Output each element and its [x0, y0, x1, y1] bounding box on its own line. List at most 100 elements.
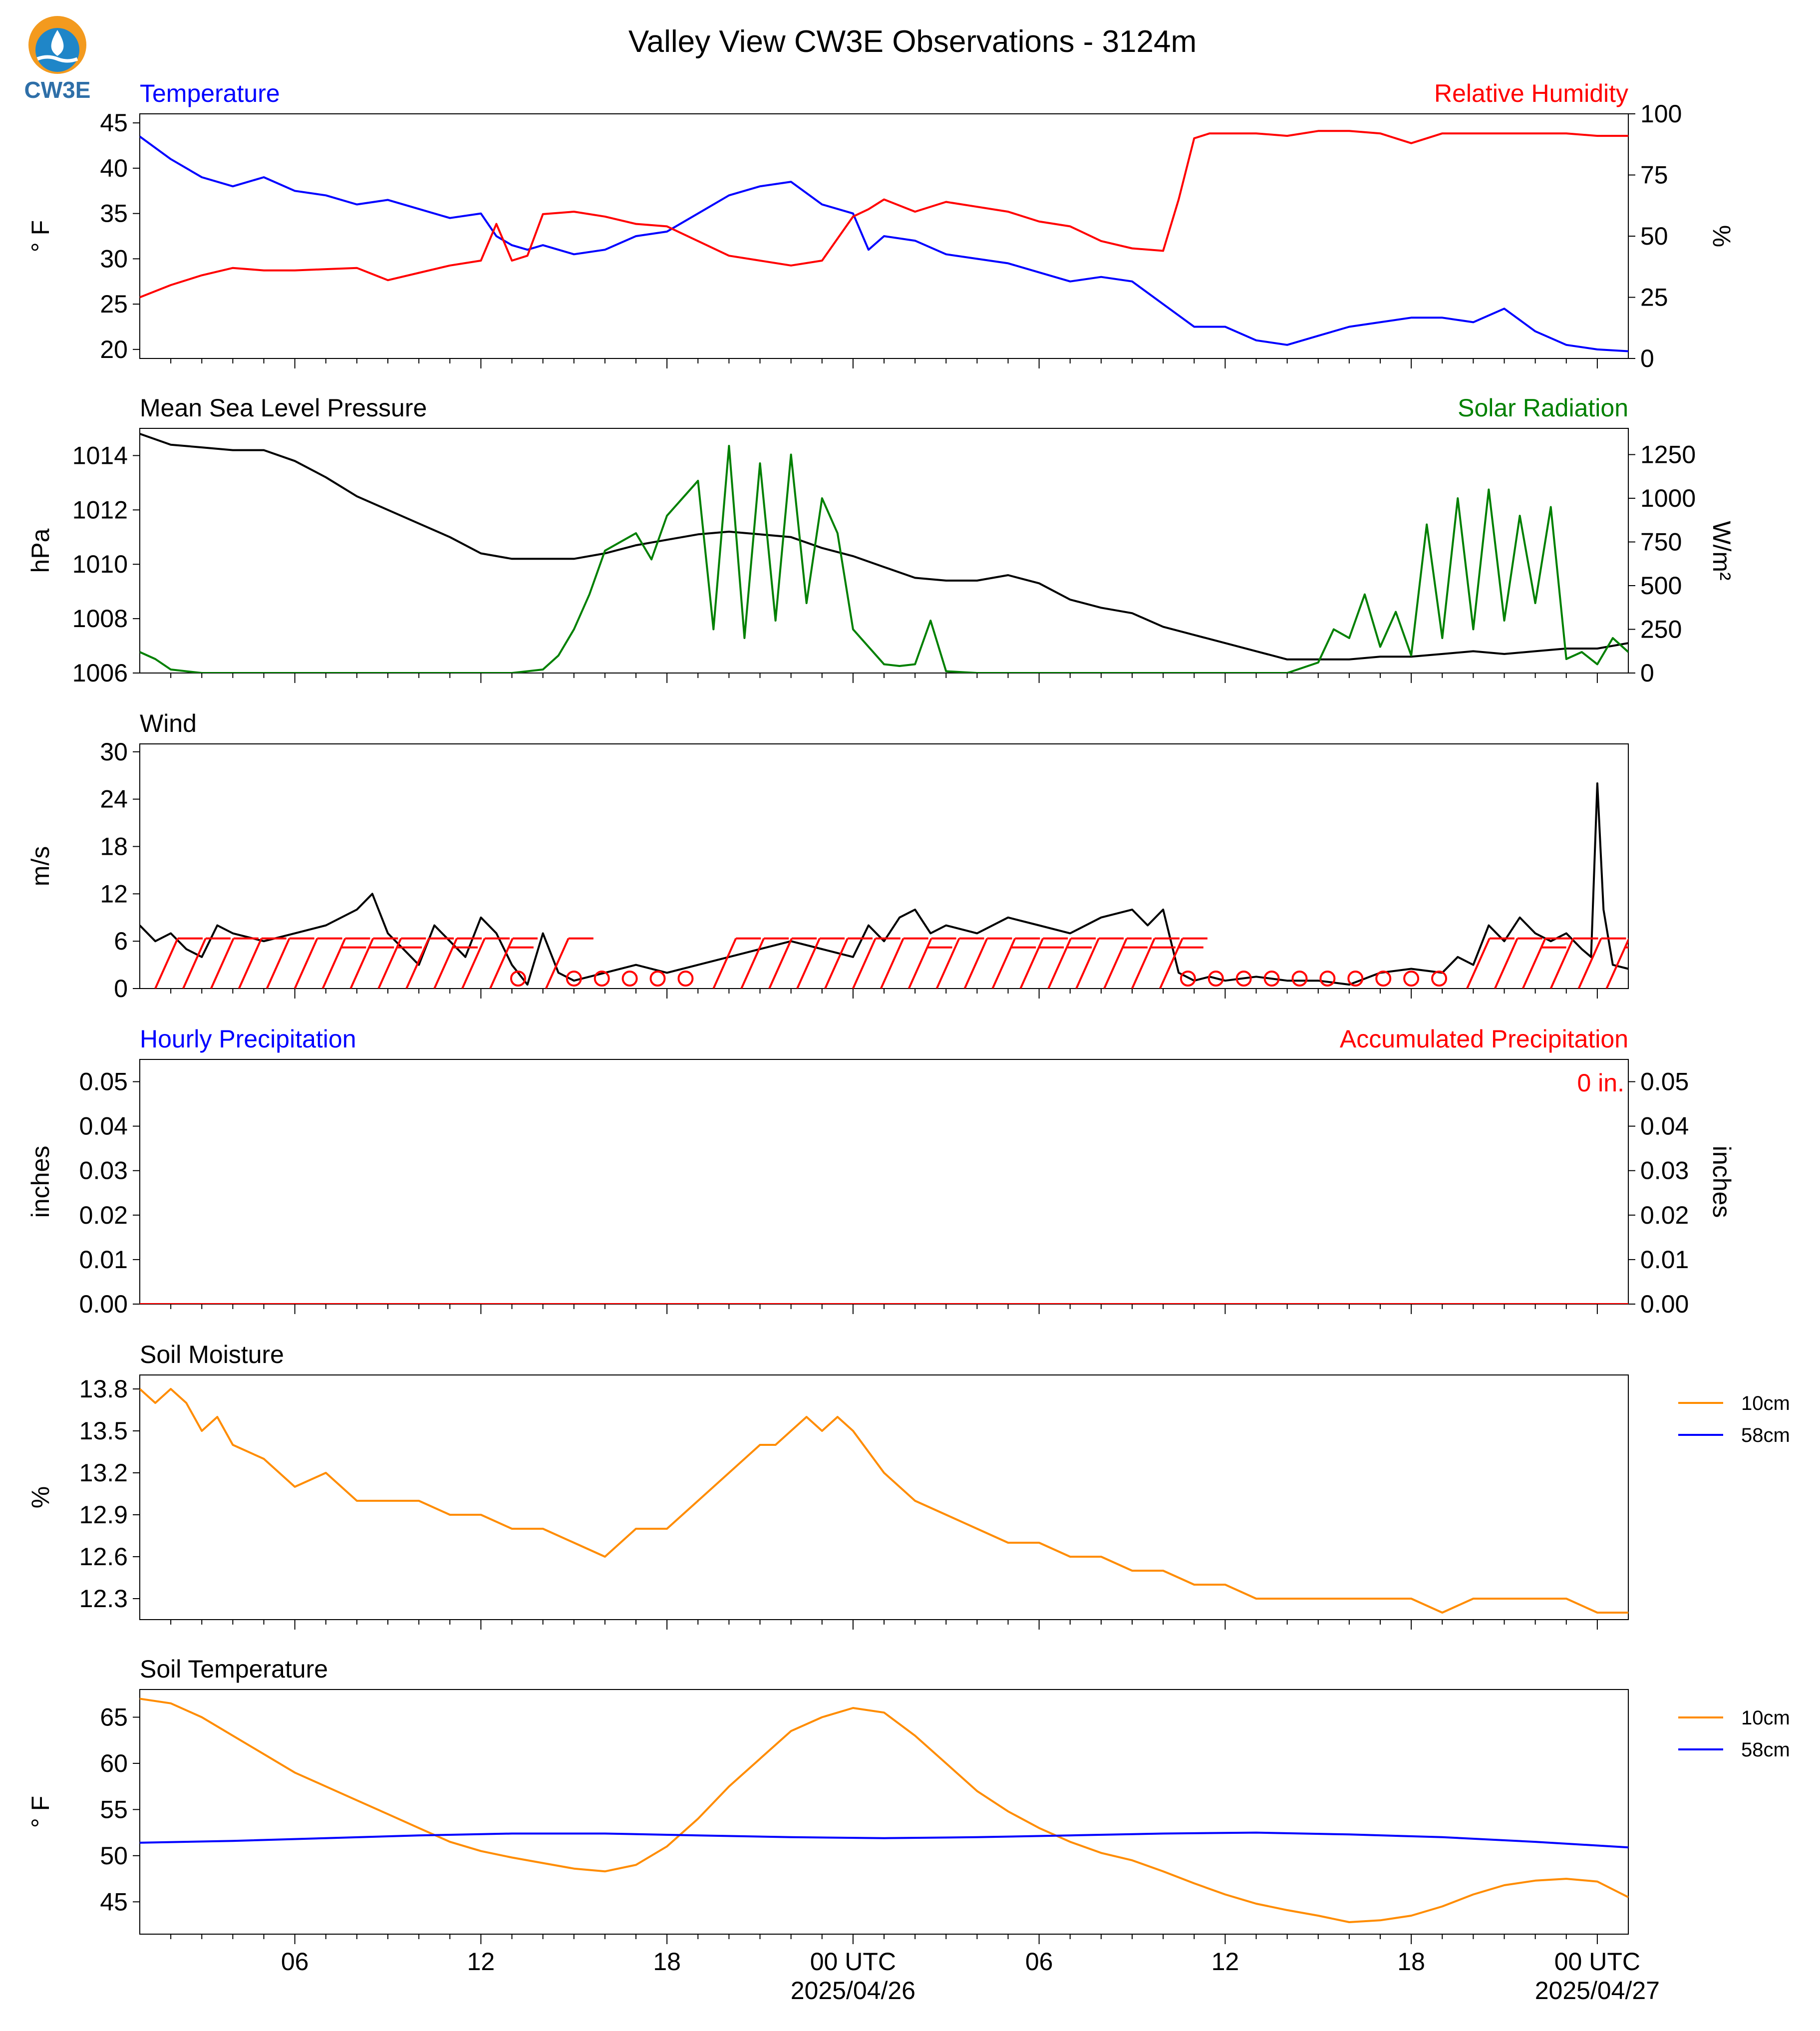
panel-1-series-group [140, 433, 1628, 673]
panel-4-ytick-label: 13.2 [79, 1459, 128, 1487]
wind-barb-staff [852, 938, 877, 989]
series-line-temperature [140, 135, 1628, 352]
panel-3-title-left: Hourly Precipitation [140, 1025, 356, 1053]
panel-1-ytick-right-label: 750 [1640, 528, 1682, 556]
legend-label-58cm: 58cm [1741, 1424, 1790, 1446]
panel-3-ytick-right-label: 0.00 [1640, 1290, 1689, 1318]
xtick-label: 12 [1212, 1948, 1239, 1976]
xtick-label: 06 [1025, 1948, 1053, 1976]
series-line-solar-radiation [140, 445, 1628, 673]
panel-5-series-group [140, 1697, 1628, 1923]
panel-0-ytick-label: 45 [100, 109, 128, 137]
wind-barb-calm [1208, 971, 1224, 987]
cw3e-logo: CW3E [24, 16, 91, 103]
panel-1-ytick-label: 1010 [72, 550, 128, 578]
panel-0-ytick-right-label: 25 [1640, 284, 1668, 312]
legend-label-10cm: 10cm [1741, 1392, 1790, 1414]
wind-barb-staff [210, 938, 235, 989]
series-line-58cm [140, 1831, 1628, 1849]
panel-3-ytick-label: 0.03 [79, 1157, 128, 1185]
wind-barb-calm [566, 971, 582, 987]
logo-wave-icon [36, 55, 78, 63]
panel-4-ytick-label: 12.9 [79, 1501, 128, 1529]
wind-barb-staff [796, 938, 821, 989]
panel-0-ytick-right-label: 100 [1640, 100, 1682, 128]
wind-barb-staff [1577, 938, 1602, 989]
wind-barb-calm [649, 971, 666, 987]
panel-0-ytick-right-label: 50 [1640, 222, 1668, 250]
panel-3-ytick-label: 0.05 [79, 1068, 128, 1096]
wind-barb-staff [1466, 938, 1491, 989]
panel-0-ytick-right-label: 75 [1640, 161, 1668, 189]
panels: Temperature Relative Humidity 20 25 30 35 40 45… [26, 79, 1790, 2005]
panel-5-ytick-label: 50 [100, 1842, 128, 1870]
panel-1-ytick-right-label: 250 [1640, 616, 1682, 644]
panel-4: Soil Moisture 12.3 12.6 12.9 13.2 13.5 13.8% 10… [26, 1341, 1790, 1630]
panel-0-ylabel-right: % [1708, 225, 1736, 247]
xtick-label: 12 [467, 1948, 495, 1976]
legend-label-10cm: 10cm [1741, 1707, 1790, 1729]
series-line-wind [140, 782, 1628, 986]
panel-2-ytick-label: 24 [100, 785, 128, 813]
legend-label-58cm: 58cm [1741, 1739, 1790, 1761]
wind-barb-staff [712, 938, 737, 989]
figure-title: Valley View CW3E Observations - 3124m [628, 24, 1197, 59]
panel-1-title-right: Solar Radiation [1458, 394, 1628, 422]
wind-barb-calm [1375, 971, 1392, 987]
xtick-label: 18 [1397, 1948, 1425, 1976]
xtick-label: 18 [653, 1948, 681, 1976]
panel-0-ytick-label: 25 [100, 290, 128, 318]
panel-1-ytick-right-label: 1000 [1640, 484, 1696, 512]
wind-barb-staff [740, 938, 765, 989]
panel-3-title-right: Accumulated Precipitation [1340, 1025, 1628, 1053]
wind-barb-staff [1494, 938, 1518, 989]
panel-3-annotation: 0 in. [1577, 1069, 1624, 1097]
wind-barb-staff [545, 938, 570, 989]
panel-1-ytick-right-label: 0 [1640, 659, 1654, 687]
xtick-label: 00 UTC [1554, 1948, 1640, 1976]
panel-3-ytick-right-label: 0.04 [1640, 1112, 1689, 1140]
wind-barb-calm [1403, 971, 1420, 987]
wind-barb-calm [1431, 971, 1448, 987]
panel-5-ytick-label: 45 [100, 1888, 128, 1916]
series-line-mean-sea-level-pressure [140, 433, 1628, 661]
wind-barb-calm [1263, 971, 1280, 987]
wind-barb-calm [1347, 971, 1364, 987]
panel-1-ytick-right-label: 500 [1640, 572, 1682, 600]
wind-barb-calm [1180, 971, 1196, 987]
wind-barb-staff [935, 938, 960, 989]
wind-barb-staff [880, 938, 905, 989]
wind-barb-staff [238, 938, 263, 989]
panel-3-ytick-label: 0.04 [79, 1112, 128, 1140]
panel-4-ylabel: % [26, 1486, 54, 1508]
panel-4-ytick-label: 13.8 [79, 1375, 128, 1403]
panel-0-ytick-label: 35 [100, 200, 128, 228]
panel-2-ytick-label: 12 [100, 880, 128, 908]
panel-1-ytick-label: 1012 [72, 496, 128, 524]
logo-drop-icon [51, 30, 64, 56]
panel-1-ytick-label: 1014 [72, 441, 128, 469]
panel-0-series-group [140, 130, 1628, 352]
panel-2-ytick-label: 18 [100, 832, 128, 860]
wind-barb-calm [510, 971, 526, 987]
panel-0-ytick-label: 20 [100, 336, 128, 363]
xtick-label: 06 [281, 1948, 309, 1976]
wind-barb-calm [621, 971, 638, 987]
wind-barb-staff [963, 938, 988, 989]
panel-5-ytick-label: 55 [100, 1795, 128, 1823]
wind-barb-staff [768, 938, 793, 989]
panel-3-ytick-right-label: 0.03 [1640, 1157, 1689, 1185]
wind-barb-staff [461, 938, 486, 989]
panel-1-ylabel-right: W/m² [1708, 521, 1736, 580]
panel-3-ytick-label: 0.00 [79, 1290, 128, 1318]
panel-4-title-left: Soil Moisture [140, 1341, 284, 1368]
panel-1-ytick-label: 1006 [72, 659, 128, 687]
logo-text: CW3E [24, 77, 91, 103]
panel-4-ytick-label: 12.3 [79, 1585, 128, 1613]
wind-barb-staff [405, 938, 430, 989]
panel-2-ylabel: m/s [26, 846, 54, 887]
series-line-relative-humidity [140, 130, 1628, 299]
panel-1-ytick-right-label: 1250 [1640, 441, 1696, 469]
